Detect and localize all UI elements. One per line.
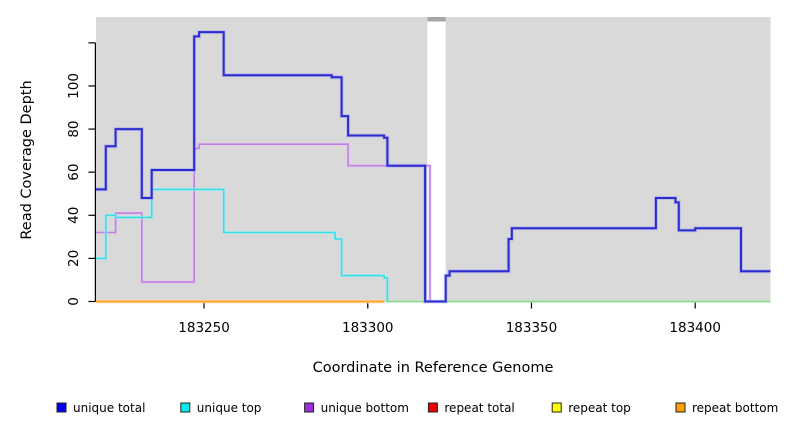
y-tick-label: 20 — [66, 250, 82, 267]
legend-swatch — [427, 402, 438, 413]
y-tick-label: 0 — [66, 297, 82, 306]
x-tick-label: 183400 — [669, 320, 721, 336]
legend-item-label: unique top — [197, 401, 262, 415]
series-lines — [96, 30, 771, 304]
gap-white-band — [427, 21, 446, 302]
legend-swatch — [180, 402, 191, 413]
x-tick-label: 183350 — [506, 320, 558, 336]
legend-item-label: unique total — [73, 401, 145, 415]
x-tick-label: 183250 — [178, 320, 230, 336]
x-tick-label: 183300 — [342, 320, 394, 336]
legend-swatch — [56, 402, 67, 413]
legend-item-label: repeat total — [444, 401, 514, 415]
series-line-unique-top — [96, 188, 389, 302]
legend-item-label: repeat top — [568, 401, 631, 415]
legend-item-label: unique bottom — [321, 401, 409, 415]
x-axis: 183250 183300 183350 183400 — [178, 302, 721, 336]
y-tick-label: 80 — [66, 120, 82, 137]
y-tick-label: 60 — [66, 164, 82, 181]
legend-swatch — [675, 402, 686, 413]
series-line-unique-total — [96, 31, 771, 303]
gap-band — [427, 17, 446, 302]
y-axis-title: Read Coverage Depth — [19, 80, 35, 239]
y-tick-label: 40 — [66, 207, 82, 224]
legend-item-label: repeat bottom — [692, 401, 778, 415]
y-axis: 0 20 40 60 80 100 — [66, 42, 97, 306]
x-axis-title: Coordinate in Reference Genome — [313, 360, 554, 376]
legend-swatch — [304, 402, 315, 413]
legend-swatch — [551, 402, 562, 413]
y-tick-label: 100 — [66, 73, 82, 99]
gap-cap — [427, 17, 446, 22]
legend: unique total unique top unique bottom repea… — [56, 401, 778, 415]
